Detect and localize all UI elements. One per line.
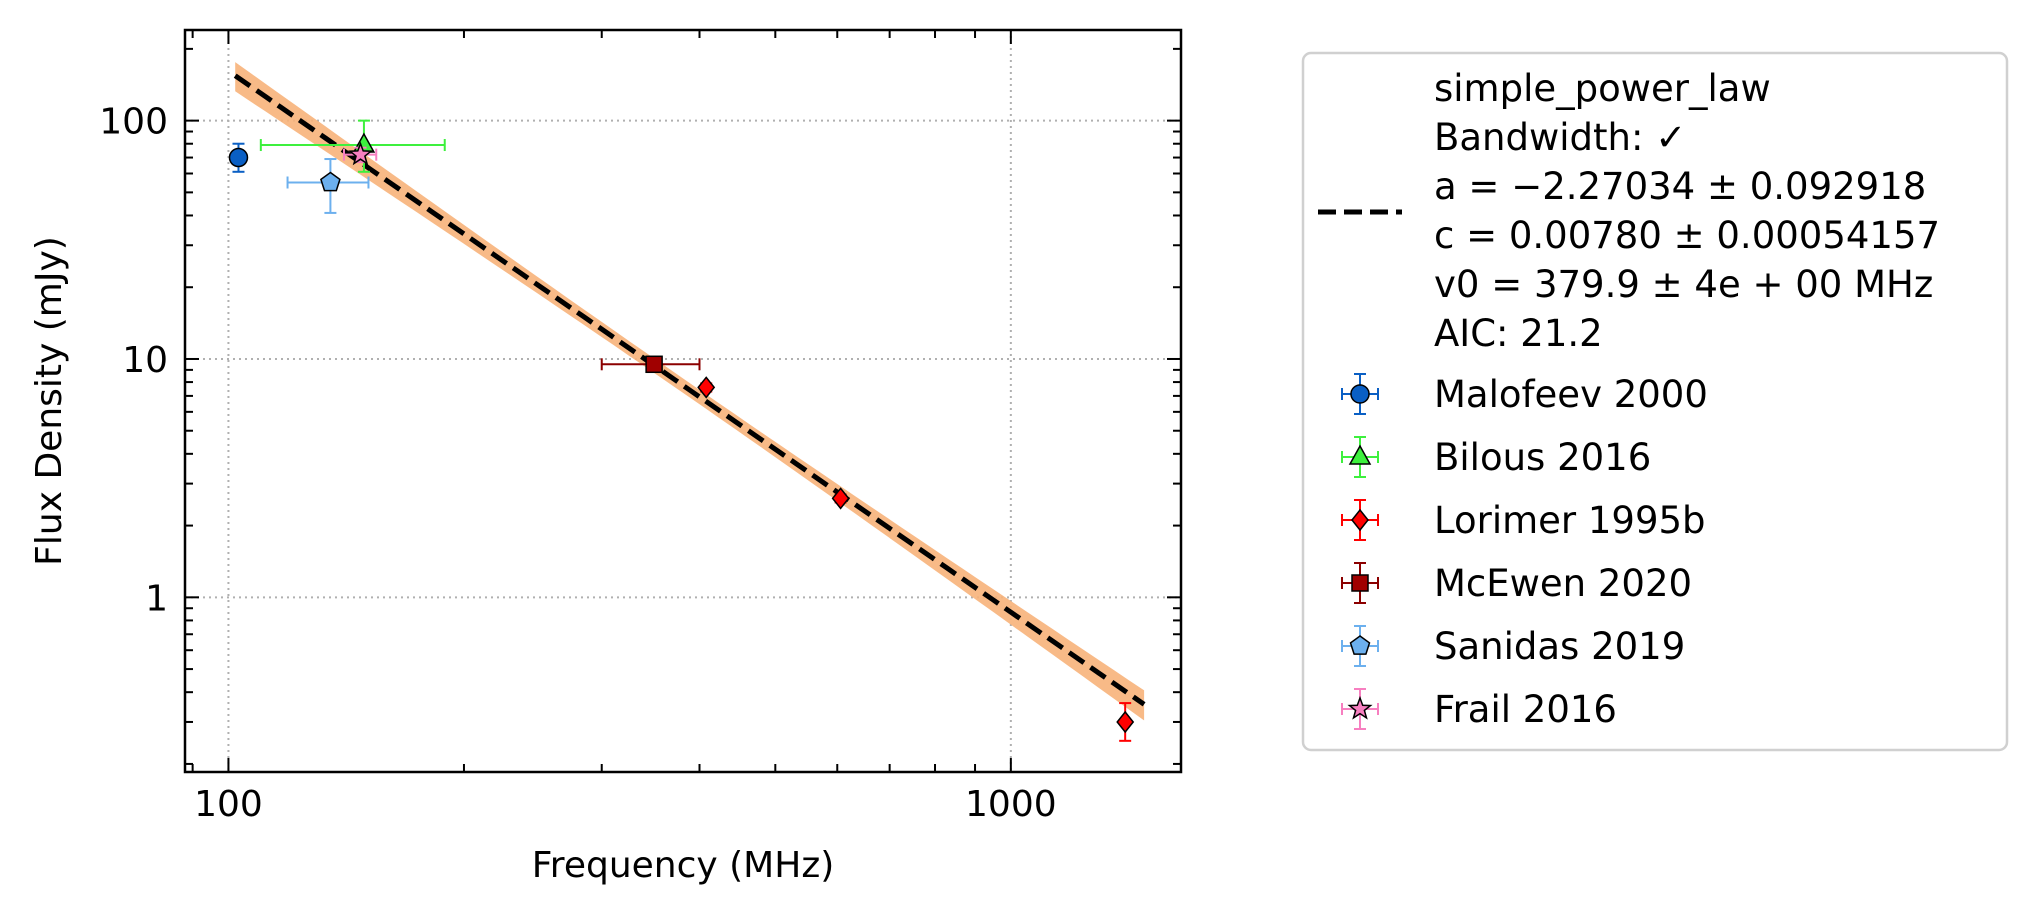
legend-label: Sanidas 2019 [1434, 625, 1685, 668]
legend-marker [1350, 384, 1370, 404]
legend-marker [1347, 695, 1373, 720]
x-tick-label: 100 [194, 784, 263, 825]
y-tick-label: 10 [122, 340, 168, 381]
legend-label: Malofeev 2000 [1434, 373, 1708, 416]
data-point [352, 132, 376, 153]
data-point [347, 141, 374, 166]
axis-ticks [185, 30, 1181, 772]
legend-entry: Lorimer 1995b [1341, 499, 1706, 542]
data-point [228, 147, 249, 168]
legend-marker [1349, 635, 1371, 655]
legend-entry: Bilous 2016 [1341, 436, 1651, 479]
data-point [320, 171, 341, 192]
legend-fit-line-4: v0 = 379.9 ± 4e + 00 MHz [1434, 263, 1933, 306]
legend: simple_power_law Bandwidth: ✓ a = −2.27034… [1301, 51, 2009, 752]
legend-fit-line-5: AIC: 21.2 [1434, 312, 1603, 355]
data-point [645, 355, 663, 374]
plot-frame [183, 28, 1183, 774]
legend-series: Malofeev 2000 Bilous 2016 Lorimer 1995b McE… [1341, 373, 1708, 731]
plot-area [228, 62, 1146, 742]
axis-labels: 100 1000 1 10 100 [99, 102, 1056, 825]
legend-marker [1348, 444, 1372, 465]
data-point [697, 376, 716, 399]
legend-entry: Sanidas 2019 [1341, 625, 1685, 668]
legend-label: McEwen 2020 [1434, 562, 1692, 605]
fit-line [233, 73, 1146, 707]
legend-fit-line-2: a = −2.27034 ± 0.092918 [1434, 165, 1926, 208]
legend-marker [1351, 508, 1369, 532]
legend-label: Frail 2016 [1434, 688, 1617, 731]
y-tick-label: 100 [99, 102, 168, 143]
legend-fit-text: simple_power_law Bandwidth: ✓ a = −2.27034… [1434, 67, 1940, 355]
legend-frame [1301, 51, 2009, 752]
legend-entry: Malofeev 2000 [1341, 373, 1708, 416]
data-point [1116, 710, 1135, 734]
legend-fit-line-0: simple_power_law [1434, 67, 1771, 110]
legend-entry: McEwen 2020 [1341, 562, 1692, 605]
x-axis-title: Frequency (MHz) [532, 845, 835, 886]
legend-label: Bilous 2016 [1434, 436, 1651, 479]
y-tick-label: 1 [145, 578, 168, 619]
legend-entry: Frail 2016 [1341, 688, 1617, 731]
legend-label: Lorimer 1995b [1434, 499, 1706, 542]
y-axis-title: Flux Density (mJy) [29, 236, 70, 566]
legend-marker [1351, 574, 1369, 592]
grid-lines [185, 30, 1181, 772]
data-point [831, 487, 850, 510]
x-tick-label: 1000 [965, 784, 1057, 825]
legend-fit-line-1: Bandwidth: ✓ [1434, 116, 1686, 159]
legend-fit-line-3: c = 0.00780 ± 0.00054157 [1434, 214, 1940, 257]
